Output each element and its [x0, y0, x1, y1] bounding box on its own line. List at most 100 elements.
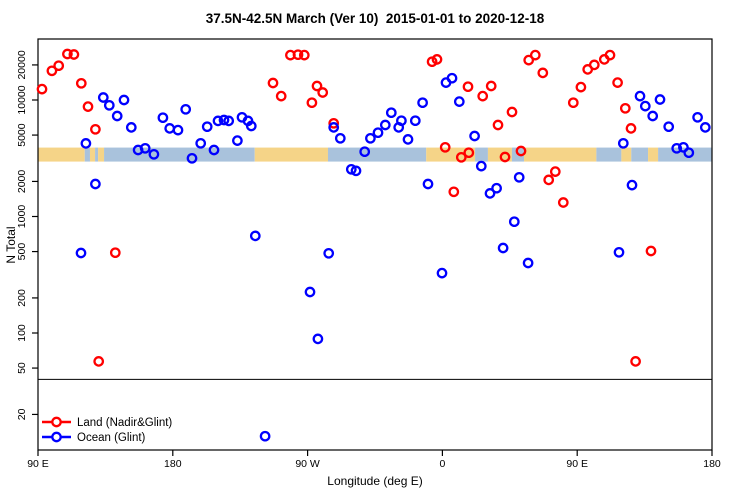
data-point: [345, 163, 357, 175]
data-point: [645, 245, 657, 257]
data-point: [82, 101, 94, 112]
data-point: [588, 59, 600, 71]
band-segment-land: [254, 147, 328, 162]
data-point: [402, 134, 414, 145]
data-point: [68, 49, 80, 60]
y-tick-label: 10000: [16, 85, 28, 114]
data-point: [417, 97, 428, 109]
data-point: [195, 137, 207, 149]
data-point: [62, 48, 73, 60]
band-segment-ocean: [327, 147, 427, 162]
data-point: [699, 122, 711, 133]
data-point: [630, 356, 641, 367]
data-point: [208, 144, 220, 156]
data-point: [462, 81, 474, 93]
data-point: [180, 103, 192, 115]
band-segment-ocean: [95, 147, 99, 162]
data-point: [497, 242, 509, 254]
data-point: [53, 60, 65, 72]
band-segment-ocean: [631, 147, 649, 162]
data-point: [654, 94, 666, 105]
data-point: [625, 123, 637, 134]
data-point: [109, 247, 121, 259]
data-point: [604, 49, 616, 61]
data-point: [567, 97, 579, 109]
data-point: [453, 96, 465, 107]
data-point: [446, 72, 458, 84]
data-point: [529, 49, 541, 61]
y-tick-label: 5000: [16, 123, 28, 147]
data-point: [634, 90, 646, 102]
data-point: [103, 99, 115, 111]
data-point: [422, 178, 434, 190]
data-point: [292, 49, 304, 61]
data-point: [513, 171, 525, 183]
data-point: [543, 174, 555, 186]
band-segment-land: [426, 147, 476, 162]
data-point: [218, 114, 230, 126]
data-point: [436, 267, 448, 279]
legend-label: Land (Nadir&Glint): [77, 417, 172, 429]
data-point: [617, 137, 629, 149]
data-point: [469, 130, 480, 142]
data-point: [249, 230, 261, 242]
data-point: [172, 124, 184, 136]
x-tick-label: 180: [703, 458, 721, 470]
data-point: [508, 216, 520, 228]
data-point: [259, 430, 271, 442]
data-point: [306, 97, 318, 109]
legend-marker: [51, 431, 62, 443]
data-point: [455, 151, 467, 163]
data-point: [485, 80, 497, 92]
x-axis: 90 E 180 90 W 0 90 E 180: [27, 450, 721, 470]
data-point: [396, 115, 407, 127]
data-point: [619, 102, 631, 114]
data-point: [350, 165, 362, 177]
data-point: [125, 122, 137, 133]
data-point: [683, 147, 695, 159]
band-segment-land: [648, 147, 659, 162]
points-ocean: [75, 72, 711, 442]
data-point: [275, 90, 287, 102]
data-point: [678, 141, 689, 153]
data-point: [328, 122, 340, 133]
data-point: [522, 257, 534, 269]
data-point: [506, 106, 518, 118]
data-point: [201, 121, 213, 133]
data-point: [523, 54, 535, 66]
data-point: [515, 145, 527, 157]
y-tick-label: 500: [16, 243, 28, 261]
data-point: [626, 179, 638, 191]
data-point: [359, 146, 371, 158]
x-tick-label: 180: [164, 458, 182, 470]
data-point: [663, 121, 675, 133]
data-point: [575, 81, 587, 93]
data-point: [671, 142, 683, 154]
band-segment-land: [524, 147, 597, 162]
data-point: [298, 49, 310, 61]
data-point: [164, 123, 176, 134]
band-segment-land: [98, 147, 105, 162]
data-point: [111, 110, 123, 122]
data-point: [692, 111, 703, 123]
data-point: [223, 115, 235, 127]
data-point: [311, 80, 323, 92]
y-tick-label: 20000: [16, 50, 28, 79]
data-point: [148, 148, 160, 160]
data-point: [448, 186, 460, 198]
data-point: [475, 160, 487, 172]
y-tick-label: 1000: [16, 205, 28, 229]
band-segment-ocean: [475, 147, 488, 162]
data-point: [80, 138, 92, 149]
y-axis: 20 50 100 200 500 1000 2000 5000 10000 20000: [16, 50, 38, 420]
data-point: [46, 65, 58, 77]
y-tick-label: 2000: [16, 170, 28, 194]
band-segment-ocean: [84, 147, 90, 162]
band-segment-ocean: [596, 147, 622, 162]
data-point: [267, 77, 279, 89]
data-point: [304, 286, 316, 298]
data-point: [232, 135, 243, 146]
data-point: [484, 188, 496, 199]
